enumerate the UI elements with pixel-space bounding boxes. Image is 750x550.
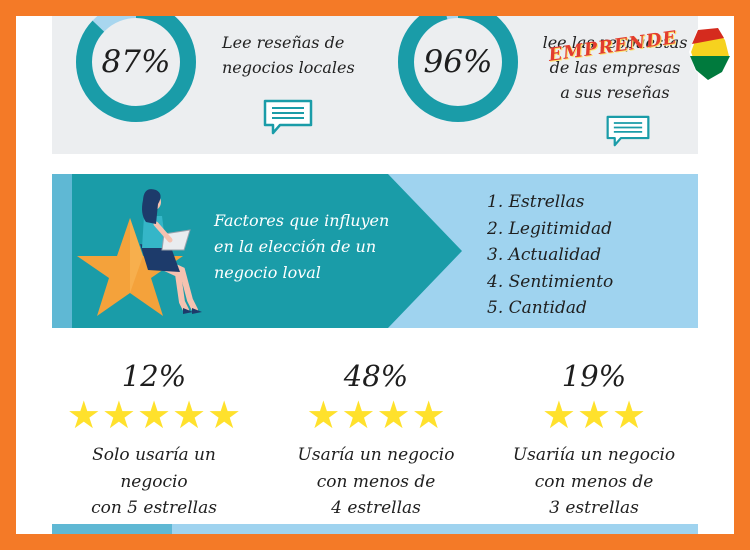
factors-title: Factores que influyen en la elección de … <box>214 208 424 286</box>
stat-value: 96% <box>423 44 493 80</box>
caption-line: negocio <box>120 471 188 492</box>
caption-line: lee las respuestas <box>542 33 688 52</box>
star-icon: ★ <box>341 393 376 437</box>
star-icon: ★ <box>541 393 576 437</box>
star-icon: ★ <box>101 393 136 437</box>
caption-line: Lee reseñas de <box>222 33 345 52</box>
logo: EMPRENDE <box>538 22 734 86</box>
caption-line: Solo usaría un <box>92 445 216 465</box>
infographic-frame: 87% Lee reseñas de negocios locales 96% … <box>16 16 734 534</box>
caption-line: con menos de <box>534 471 654 492</box>
caption-line: de las empresas <box>549 58 681 77</box>
factor-list: 1. Estrellas 2. Legitimidad 3. Actualida… <box>487 189 613 322</box>
banner-arrow-shape <box>72 174 462 328</box>
rating-block-2: 48% ★ ★ ★ ★ Usaría un negocio con menos de … <box>278 356 474 522</box>
rating-value: 19% <box>561 359 627 393</box>
bolivia-flag-map-icon <box>688 26 732 82</box>
bottom-strip-accent <box>52 524 172 534</box>
caption-line: con 5 estrellas <box>91 498 217 518</box>
rating-block-1: 12% ★ ★ ★ ★ ★ Solo usaría un negocio con 5 e… <box>56 356 252 522</box>
factor-item: 5. Cantidad <box>487 298 587 318</box>
chat-bubble-icon <box>263 99 313 135</box>
caption-line: con menos de <box>316 471 436 492</box>
factor-item: 1. Estrellas <box>487 192 585 212</box>
rating-caption: Usariía un negocio con menos de 3 estrel… <box>496 442 692 522</box>
banner-accent-strip <box>52 174 72 328</box>
caption-line: 3 estrellas <box>549 498 639 518</box>
stats-band: 87% Lee reseñas de negocios locales 96% … <box>52 16 698 154</box>
stat-ring-1: 87% <box>74 16 198 124</box>
star-icon: ★ <box>66 393 101 437</box>
star-icon: ★ <box>306 393 341 437</box>
star-icon: ★ <box>172 393 207 437</box>
stat-ring-2: 96% <box>396 16 520 124</box>
donut-chart-icon <box>76 16 196 122</box>
star-icon: ★ <box>612 393 647 437</box>
donut-chart-icon <box>398 16 518 122</box>
star-icon: ★ <box>136 393 172 437</box>
chat-bubble-icon <box>606 115 650 147</box>
bottom-strip <box>52 524 698 534</box>
rating-block-3: 19% ★ ★ ★ Usariía un negocio con menos de … <box>496 356 692 522</box>
stat-caption-2: lee las respuestas de las empresas a sus… <box>540 30 690 105</box>
rating-value: 48% <box>343 359 409 393</box>
caption-line: Usaría un negocio <box>297 445 455 465</box>
rating-caption: Usaría un negocio con menos de 4 estrell… <box>278 442 474 522</box>
stat-caption-1: Lee reseñas de negocios locales <box>222 30 355 80</box>
rating-caption: Solo usaría un negocio con 5 estrellas <box>56 442 252 522</box>
star-row: ★ ★ ★ ★ ★ <box>56 396 252 434</box>
title-line: Factores que influyen <box>214 211 390 230</box>
factors-banner: Factores que influyen en la elección de … <box>52 174 698 328</box>
factor-item: 4. Sentimiento <box>487 271 614 292</box>
rating-value: 12% <box>121 359 187 393</box>
star-row: ★ ★ ★ <box>496 396 692 434</box>
star-icon: ★ <box>376 393 411 437</box>
factor-item: 3. Actualidad <box>487 245 602 265</box>
star-icon: ★ <box>411 393 446 437</box>
star-icon: ★ <box>576 393 612 437</box>
title-line: negocio loval <box>214 263 321 282</box>
caption-line: a sus reseñas <box>560 83 670 102</box>
logo-text: EMPRENDE <box>547 27 679 66</box>
star-row: ★ ★ ★ ★ <box>278 396 474 434</box>
title-line: en la elección de un <box>214 237 377 256</box>
woman-on-star-illustration <box>77 189 202 316</box>
caption-line: 4 estrellas <box>331 498 421 518</box>
factor-item: 2. Legitimidad <box>487 218 613 239</box>
caption-line: negocios locales <box>222 58 355 77</box>
stat-value: 87% <box>101 44 171 80</box>
caption-line: Usariía un negocio <box>512 445 676 465</box>
star-icon: ★ <box>207 393 242 437</box>
